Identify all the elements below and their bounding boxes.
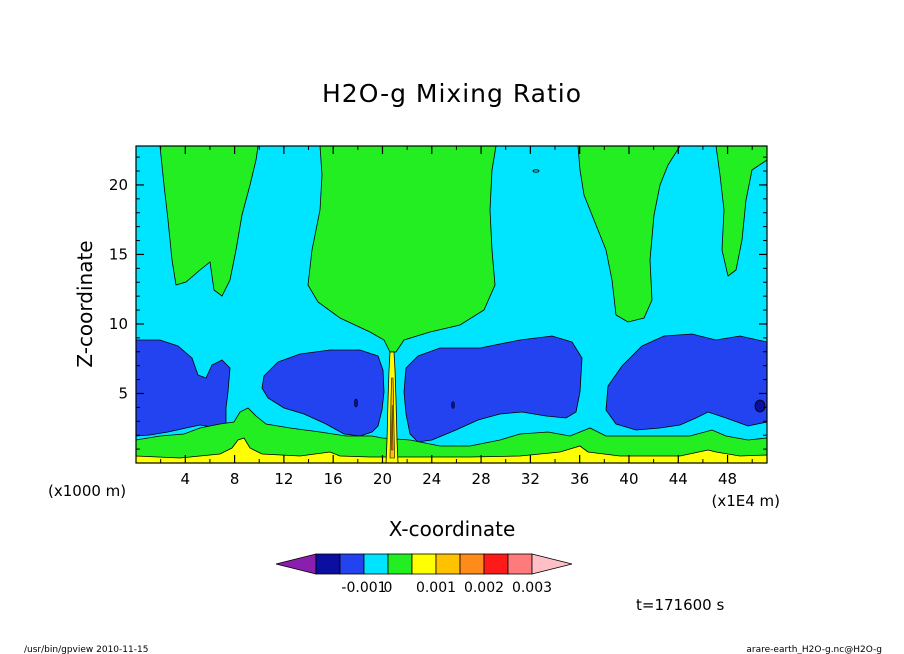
y-unit-label: (x1000 m) [48, 482, 126, 500]
green-plume-right [577, 145, 681, 323]
y-tick-label: 5 [118, 384, 128, 402]
footer-right: arare-earth_H2O-g.nc@H2O-g [746, 645, 882, 654]
chart-title: H2O-g Mixing Ratio [322, 79, 582, 108]
colorbar-swatch [483, 553, 509, 575]
x-tick-label: 12 [274, 470, 293, 488]
green-band-bottom [135, 407, 768, 464]
x-unit-label: (x1E4 m) [711, 492, 780, 510]
yellow-band-bottom [135, 437, 768, 464]
y-axis-ticks: 5 10 15 20 [109, 156, 767, 450]
colorbar-tick-label: 0.003 [512, 580, 552, 596]
x-tick-label: 32 [521, 470, 540, 488]
time-label: t=171600 s [636, 596, 724, 614]
colorbar-max-arrow [531, 553, 573, 575]
x-axis-ticks: 4 8 12 16 20 24 28 32 36 40 44 48 [160, 146, 753, 488]
x-tick-label: 36 [570, 470, 589, 488]
x-tick-label: 48 [718, 470, 737, 488]
green-plume-left [159, 145, 259, 297]
x-tick-label: 16 [324, 470, 343, 488]
colorbar-tick-label: 0.001 [416, 580, 456, 596]
colorbar-swatch [459, 553, 485, 575]
x-tick-label: 4 [181, 470, 191, 488]
x-tick-label: 28 [472, 470, 491, 488]
colorbar-swatch [387, 553, 413, 575]
colorbar-tick-label: -0.001 [341, 580, 386, 596]
colorbar-tick-label: 0.002 [464, 580, 504, 596]
colorbar-min-arrow [275, 553, 317, 575]
small-contour [532, 169, 540, 173]
colorbar-swatch [315, 553, 341, 575]
x-axis-label: X-coordinate [389, 517, 516, 541]
blue-band-center-right [403, 335, 583, 443]
colorbar-swatch [507, 553, 533, 575]
colorbar-swatch [363, 553, 389, 575]
blue-band-right [605, 333, 768, 431]
blue-speck-2 [451, 401, 455, 409]
colorbar [275, 553, 573, 575]
blue-band-center-left [261, 349, 385, 437]
blue-band-left [135, 339, 231, 437]
blue-speck-1 [354, 398, 358, 408]
x-tick-label: 44 [669, 470, 688, 488]
x-tick-label: 24 [422, 470, 441, 488]
dark-blue-blob [754, 399, 766, 413]
footer-left: /usr/bin/gpview 2010-11-15 [24, 645, 148, 654]
colorbar-swatch [435, 553, 461, 575]
contour-field [135, 145, 768, 464]
plot-frame [135, 145, 768, 464]
x-tick-label: 8 [230, 470, 240, 488]
colorbar-swatch [411, 553, 437, 575]
colorbar-swatch [339, 553, 365, 575]
y-tick-label: 10 [109, 315, 128, 333]
updraft-inner-core [391, 404, 394, 451]
green-plume-center [307, 145, 497, 353]
x-tick-label: 20 [373, 470, 392, 488]
y-axis-label: Z-coordinate [73, 240, 97, 367]
y-tick-label: 20 [109, 176, 128, 194]
y-tick-label: 15 [109, 245, 128, 263]
colorbar-tick-label: 0 [384, 580, 393, 596]
x-tick-label: 40 [619, 470, 638, 488]
